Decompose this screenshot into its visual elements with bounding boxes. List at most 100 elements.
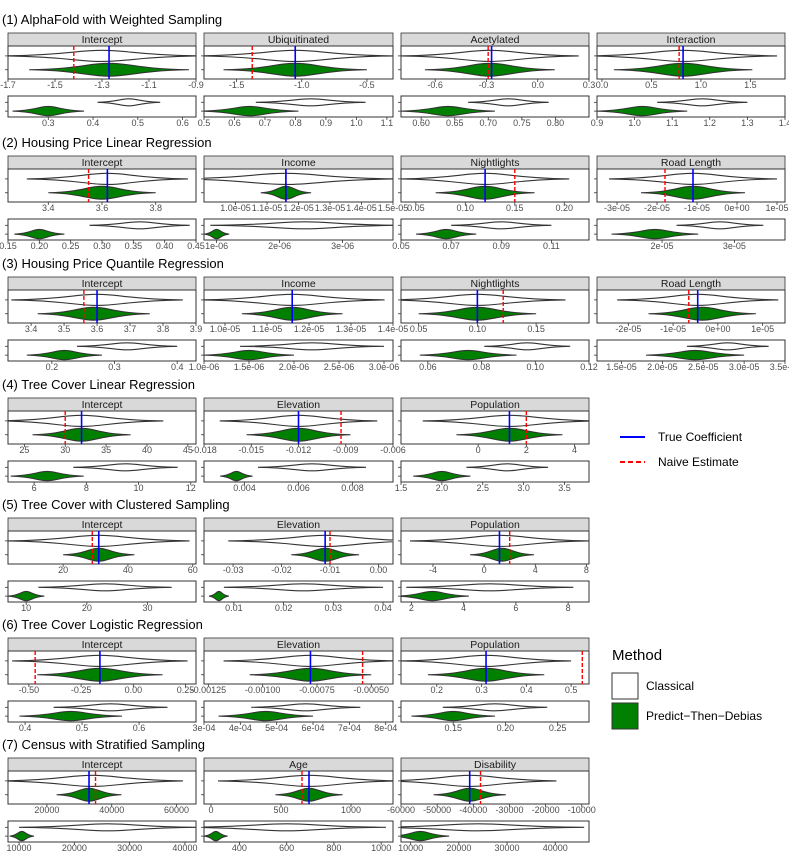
panel: Road Length -2e-05 -1e-05 0e+00 1e-05 1.5e-05… (594, 276, 789, 372)
legend-lines: True Coefficient Naive Estimate (620, 430, 743, 469)
x-tick-label: 0.10 (469, 324, 487, 334)
x-tick-label: -1.5 (47, 80, 63, 90)
violin-ptd (646, 349, 745, 361)
x-tick-label: 0 (208, 805, 213, 815)
x-tick-label: 1.5e-06 (234, 362, 265, 372)
panel: Elevation -0.018 -0.015 -0.012 -0.009 -0.006 0… (191, 397, 406, 493)
x-tick-label: -0.012 (286, 445, 312, 455)
x-tick-label: 0.10 (527, 362, 545, 372)
x-tick-label: 6 (32, 483, 37, 493)
x-tick-label: -0.6 (427, 80, 443, 90)
x-tick-label: -30000 (495, 805, 523, 815)
violin-classical (255, 98, 366, 107)
x-tick-label: 0.5 (132, 118, 145, 128)
panel-marks (219, 411, 378, 444)
x-tick-label: -1.0 (294, 80, 310, 90)
x-tick-label: -0.3 (479, 80, 495, 90)
x-tick-label: 1e-06 (205, 241, 228, 251)
x-tick-label: 3.5 (558, 483, 571, 493)
x-tick-label: 1.2e-05 (294, 324, 325, 334)
x-tick-label: 400 (232, 843, 247, 853)
sections: (1) AlphaFold with Weighted Sampling Inte… (0, 12, 789, 853)
x-tick-label: 0.15 (506, 203, 524, 213)
violin-ptd (14, 228, 65, 240)
x-tick-label: 1.5e-05 (378, 203, 409, 213)
violin-ptd (648, 306, 756, 321)
violin-ptd (401, 105, 496, 117)
panel: Ubiquitinated -1.5 -1.0 -0.5 0.5 0.6 0.7 0.8 0.9… (198, 32, 394, 128)
x-tick-label: 2.5e-06 (324, 362, 355, 372)
x-tick-label: 0.01 (225, 603, 243, 613)
x-tick-label: 0.09 (493, 241, 511, 251)
x-tick-label: 1.5e-05 (606, 362, 637, 372)
violin-classical (76, 342, 178, 351)
x-tick-label: 500 (273, 805, 288, 815)
x-tick-label: -1.7 (0, 80, 16, 90)
violin-ptd (401, 830, 450, 842)
x-tick-label: 3.0e-05 (729, 362, 760, 372)
violin-classical (223, 654, 393, 667)
violin-ptd (37, 306, 150, 321)
x-tick-label: 0 (482, 565, 487, 575)
violin-classical (657, 98, 748, 107)
violin-ptd (204, 228, 230, 240)
panel: Intercept -1.7 -1.5 -1.3 -1.1 -0.9 0.3 0.4 0.5 0.… (0, 32, 204, 128)
violin-classical (97, 98, 161, 107)
violin-classical (401, 774, 557, 787)
x-tick-label: 1.3e-05 (315, 203, 346, 213)
x-tick-label: 1.1e-05 (252, 203, 283, 213)
panel-strip-label: Elevation (277, 399, 320, 411)
violin-classical (468, 98, 549, 107)
section-1: (1) AlphaFold with Weighted Sampling Inte… (0, 12, 789, 128)
panel-marks (608, 169, 778, 202)
section-7: (7) Census with Stratified Sampling Inter… (2, 737, 596, 853)
x-tick-label: 0.65 (446, 118, 464, 128)
x-tick-label: 0.05 (410, 324, 428, 334)
panel-strip-label: Elevation (277, 519, 320, 531)
x-tick-label: 0.4 (520, 685, 533, 695)
x-tick-label: 1e-05 (751, 324, 774, 334)
panel-marks (646, 342, 769, 361)
violin-classical (676, 221, 764, 230)
x-tick-label: -0.018 (191, 445, 217, 455)
x-tick-label: -0.01 (320, 565, 341, 575)
panel-marks (401, 583, 574, 602)
panel-marks (8, 411, 164, 444)
x-tick-label: 30000 (495, 843, 520, 853)
panel-marks (12, 98, 161, 117)
panel-marks (422, 411, 589, 444)
violin-classical (406, 583, 574, 592)
panel-strip-label: Elevation (277, 639, 320, 651)
panel-marks (204, 342, 385, 361)
panel-strip-label: Age (289, 759, 308, 771)
x-tick-label: 3.0 (517, 483, 530, 493)
panel: Age 0 500 1000 400 600 800 1000 (201, 757, 394, 853)
x-tick-label: 20000 (446, 843, 471, 853)
x-tick-label: -0.00100 (245, 685, 281, 695)
violin-ptd (597, 105, 688, 117)
violin-classical (204, 293, 385, 306)
x-tick-label: 0.3 (108, 362, 121, 372)
violin-ptd (12, 105, 85, 117)
panel-strip-label: Ubiquitinated (268, 34, 329, 46)
section-title: (2) Housing Price Linear Regression (2, 135, 212, 150)
violin-ptd (401, 590, 469, 602)
panel-box (400, 770, 590, 805)
x-tick-label: 0.5 (198, 118, 211, 128)
x-tick-label: 0.8 (289, 118, 302, 128)
x-tick-label: 8e-04 (374, 723, 397, 733)
x-tick-label: 2.0e-05 (647, 362, 678, 372)
panel: Population 0.2 0.3 0.4 0.5 0.15 0.20 0.25 (398, 637, 590, 733)
panel-marks (14, 221, 190, 240)
violin-ptd (19, 710, 122, 722)
violin-classical (466, 463, 549, 472)
panel-marks (11, 290, 183, 323)
x-tick-label: 7e-04 (338, 723, 361, 733)
x-tick-label: -0.00125 (191, 685, 227, 695)
x-tick-label: 0.10 (457, 203, 475, 213)
x-tick-label: 1.1 (666, 118, 679, 128)
x-tick-label: 3.6 (91, 324, 104, 334)
x-tick-label: 3.4 (42, 203, 55, 213)
x-tick-label: 3.8 (157, 324, 170, 334)
panel: Elevation -0.03 -0.02 -0.01 0.00 0.01 0.02 0.03… (201, 517, 394, 613)
